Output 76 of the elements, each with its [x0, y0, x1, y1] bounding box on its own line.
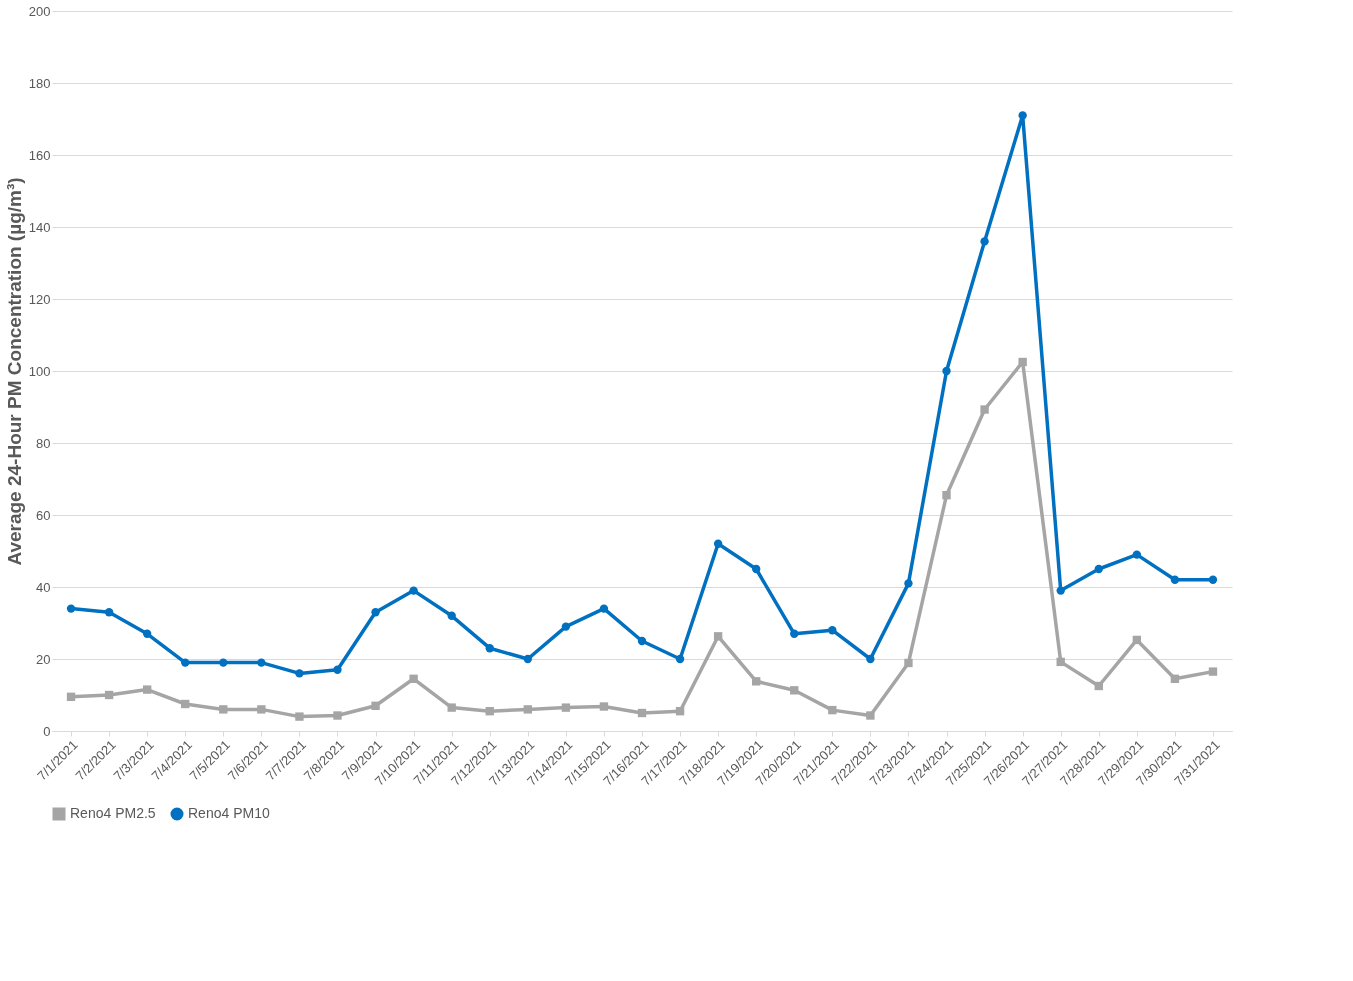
point	[333, 665, 342, 674]
point	[1170, 674, 1180, 683]
y-tick-label: 80	[36, 435, 51, 451]
point	[980, 405, 989, 414]
point	[104, 690, 114, 700]
point	[1094, 681, 1103, 691]
point	[66, 692, 76, 701]
point	[257, 705, 266, 714]
y-tick-label: 100	[28, 363, 51, 379]
y-axis-title: Average 24-Hour PM Concentration (µg/m³)	[3, 177, 25, 566]
point	[485, 644, 494, 653]
legend-label: Reno4 PM10	[188, 805, 270, 821]
point	[219, 658, 228, 667]
point	[713, 632, 723, 641]
y-tick-label: 200	[28, 3, 51, 19]
y-tick-label: 20	[36, 651, 51, 667]
point	[866, 711, 875, 720]
point	[447, 611, 456, 620]
point	[1056, 657, 1065, 667]
point	[561, 703, 571, 712]
point	[257, 658, 266, 667]
point	[790, 629, 799, 638]
y-tick-label: 180	[28, 75, 51, 91]
point	[904, 579, 913, 588]
point	[181, 699, 190, 709]
point	[409, 586, 418, 595]
point	[523, 705, 532, 714]
point	[371, 701, 380, 710]
point	[295, 669, 304, 678]
y-tick-label: 140	[28, 219, 51, 235]
point	[637, 708, 647, 718]
point	[1132, 550, 1142, 559]
point	[1132, 635, 1142, 645]
y-tick-label: 40	[36, 579, 51, 595]
point	[485, 707, 494, 716]
point	[66, 604, 76, 613]
point	[599, 604, 609, 613]
y-tick-label: 0	[43, 723, 51, 739]
point	[142, 629, 152, 638]
point	[1208, 667, 1218, 676]
point	[752, 564, 761, 574]
point	[752, 677, 761, 686]
point	[713, 539, 723, 548]
point	[599, 702, 609, 711]
point	[942, 491, 951, 500]
point	[675, 654, 685, 664]
point	[181, 658, 190, 667]
point	[904, 658, 913, 668]
point	[1056, 586, 1065, 595]
point	[980, 237, 989, 246]
point	[828, 626, 837, 635]
point	[409, 674, 418, 683]
point	[1018, 111, 1027, 120]
point	[333, 711, 342, 720]
point	[561, 622, 571, 631]
point	[675, 707, 685, 716]
point	[942, 366, 951, 376]
y-tick-label: 120	[28, 291, 51, 307]
point	[1094, 564, 1103, 574]
point	[295, 712, 304, 721]
y-tick-label: 60	[36, 507, 51, 523]
point	[1208, 575, 1218, 584]
point	[219, 705, 228, 714]
point	[1018, 357, 1027, 367]
point	[637, 636, 647, 646]
legend-label: Reno4 PM2.5	[70, 805, 156, 821]
point	[371, 608, 380, 617]
point	[828, 705, 837, 715]
point	[142, 685, 152, 694]
point	[447, 703, 456, 712]
point	[104, 608, 114, 617]
point	[866, 654, 875, 664]
y-tick-label: 160	[28, 147, 51, 163]
point	[790, 686, 799, 695]
point	[1170, 575, 1180, 584]
point	[523, 654, 532, 664]
